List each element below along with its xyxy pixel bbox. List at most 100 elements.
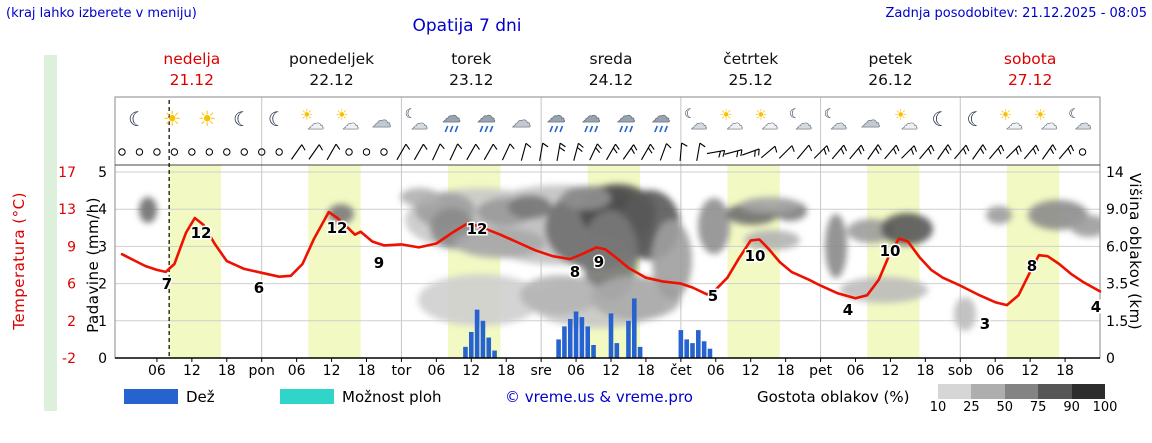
density-tick-label: 10 [929, 400, 947, 415]
wind-barb-icon [622, 144, 638, 160]
rain-icon: ☁ [581, 105, 601, 133]
cloud-density-gradient [938, 384, 1105, 399]
page-title: Opatija 7 dni [412, 16, 522, 36]
rain-bar [701, 341, 707, 358]
moon-icon: ☾ [268, 107, 286, 131]
svg-text:6: 6 [254, 279, 264, 297]
day-name: ponedeljek [289, 50, 374, 68]
svg-text:18: 18 [358, 363, 376, 379]
rain-icon: ☁ [442, 105, 461, 133]
wind-barb-icon [954, 144, 970, 160]
cloud-icon: ☁ [371, 108, 392, 133]
svg-text:☀: ☀ [1034, 106, 1047, 124]
svg-text:☁: ☁ [1006, 114, 1023, 134]
wind-calm-icon [223, 148, 231, 156]
wind-barb-icon [989, 144, 1005, 160]
wind-calm-icon [118, 148, 126, 156]
wind-barb-icon [813, 145, 830, 159]
x-axis-labels: 06 12 18 pon 06 12 18 tor 06 12 18 sre 06 12 18 čet 06 12… [148, 363, 1074, 379]
svg-text:13: 13 [58, 202, 76, 218]
svg-text:9.0: 9.0 [1106, 202, 1128, 218]
svg-text:☁: ☁ [830, 114, 847, 134]
svg-text:čet: čet [670, 363, 692, 379]
svg-text:☀: ☀ [198, 107, 217, 131]
wind-barb-icon [659, 143, 672, 161]
rain-bar [567, 318, 573, 358]
svg-text:☾: ☾ [268, 107, 286, 131]
svg-text:1: 1 [98, 314, 107, 330]
wind-barb-icon [760, 145, 778, 159]
cloud-icon: ☁ [511, 108, 532, 133]
location-hint: (kraj lahko izberete v meniju) [6, 6, 197, 21]
wind-barb-icon [972, 144, 987, 160]
svg-text:☁: ☁ [442, 105, 461, 127]
rain-bar [696, 330, 701, 358]
left-strip [44, 55, 57, 411]
svg-text:☁: ☁ [690, 114, 707, 134]
svg-text:☾: ☾ [932, 107, 950, 131]
svg-text:3.5: 3.5 [1106, 277, 1128, 293]
svg-text:☁: ☁ [617, 105, 636, 127]
wind-barb-icon [884, 144, 900, 160]
rain-bar [463, 346, 468, 358]
density-step [1004, 384, 1039, 399]
wind-barb-icon [1005, 145, 1022, 159]
svg-text:06: 06 [288, 363, 306, 379]
moon-icon: ☾ [128, 107, 146, 131]
svg-text:10: 10 [880, 242, 901, 260]
svg-text:☀: ☀ [163, 107, 182, 131]
wind-barb-icon [867, 144, 882, 160]
rain-bar [684, 339, 689, 358]
svg-text:☁: ☁ [901, 114, 918, 134]
svg-text:06: 06 [427, 363, 445, 379]
svg-text:☁: ☁ [511, 108, 531, 132]
moon-icon: ☾ [966, 107, 984, 131]
wind-barb-icon [796, 144, 813, 160]
svg-text:☀: ☀ [335, 106, 348, 124]
rain-icon: ☁ [477, 105, 496, 133]
density-step [971, 384, 1005, 399]
wind-barb-icon [919, 144, 935, 160]
rain-icon: ☁ [546, 105, 566, 133]
svg-text:sob: sob [948, 363, 973, 379]
day-headers: nedelja 21.12 ponedeljek 22.12 torek 23.12 sre… [163, 50, 1056, 89]
wind-barb-icon [696, 142, 706, 161]
svg-text:☀: ☀ [894, 106, 907, 124]
svg-text:pon: pon [249, 363, 275, 379]
day-date: 22.12 [309, 71, 353, 89]
svg-text:☾: ☾ [405, 107, 417, 122]
sun-cloud-icon: ☀☁ [719, 106, 744, 134]
moon-icon: ☾ [233, 107, 251, 131]
wind-barb-icon [742, 148, 760, 157]
sun-cloud-icon: ☀☁ [754, 106, 779, 134]
svg-text:☀: ☀ [999, 106, 1012, 124]
wind-barb-icon [466, 143, 480, 161]
sun-icon: ☀ [163, 107, 182, 131]
svg-text:☁: ☁ [761, 114, 778, 134]
svg-text:☾: ☾ [1068, 107, 1080, 122]
density-tick-label: 90 [1063, 400, 1080, 415]
svg-text:☀: ☀ [754, 106, 767, 124]
last-updated: Zadnja posodobitev: 21.12.2025 - 08:05 [885, 6, 1147, 21]
cloud-moon-icon: ☾☁ [1068, 107, 1092, 134]
svg-text:12: 12 [1021, 363, 1039, 379]
wind-barb-icon [849, 144, 865, 160]
svg-text:☾: ☾ [789, 107, 801, 122]
wind-calm-icon [188, 148, 196, 156]
sun-cloud-icon: ☀☁ [894, 106, 919, 134]
svg-text:17: 17 [58, 165, 76, 181]
svg-text:3: 3 [98, 239, 107, 255]
temperature-axis-label: Temperatura (°C) [10, 192, 28, 330]
svg-text:18: 18 [777, 363, 795, 379]
svg-text:2: 2 [67, 314, 76, 330]
rain-bar [556, 339, 561, 358]
svg-text:2: 2 [98, 277, 107, 293]
svg-text:12: 12 [462, 363, 480, 379]
svg-text:12: 12 [183, 363, 201, 379]
rain-bar [626, 320, 631, 358]
density-step [1071, 384, 1105, 399]
credit-link[interactable]: © vreme.us & vreme.pro [505, 388, 693, 406]
wind-calm-icon [240, 148, 248, 156]
